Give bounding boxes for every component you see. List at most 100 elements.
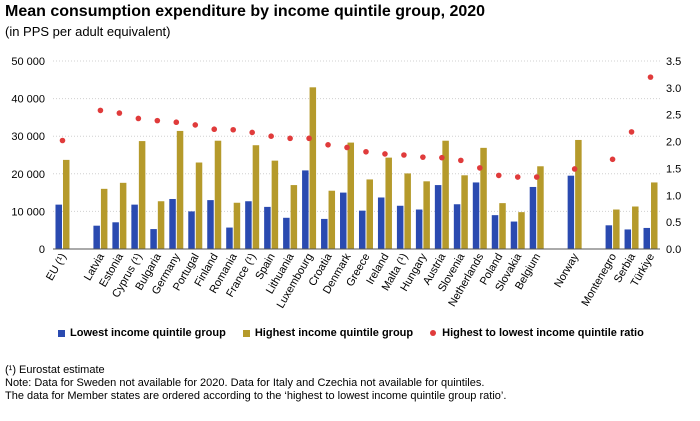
y-right-tick-label: 0.0 (666, 244, 681, 256)
ratio-dot (135, 115, 142, 122)
bar-low (245, 201, 252, 249)
bar-low (529, 186, 537, 249)
ratio-dot (97, 107, 104, 114)
chart-area: 0 10 000 20 000 30 000 40 000 50 000 0.0 0.5 1.… (11, 56, 681, 310)
bar-high (461, 175, 468, 249)
y-left-tick-label: 30 000 (11, 131, 45, 143)
legend-label-high: Highest income quintile group (254, 327, 414, 339)
bar-high (575, 139, 582, 249)
bar-high (176, 130, 184, 249)
bar-high (138, 141, 146, 249)
y-right-tick-label: 0.5 (666, 217, 681, 229)
y-axis-left: 0 10 000 20 000 30 000 40 000 50 000 (11, 56, 45, 256)
ratio-dot (344, 144, 350, 151)
bar-low (472, 182, 480, 249)
bar-high (632, 206, 639, 249)
y-left-tick-label: 50 000 (11, 56, 45, 68)
bar-high (366, 179, 373, 249)
x-tick-label: EU (¹) (44, 252, 69, 283)
bar-low (491, 215, 499, 249)
bar-high (537, 166, 544, 249)
bar-low (131, 204, 138, 249)
y-right-tick-label: 3.0 (666, 83, 681, 95)
bar-low (93, 225, 100, 249)
bar-low (510, 221, 518, 249)
y-left-tick-label: 40 000 (11, 94, 45, 106)
y-right-tick-label: 1.5 (666, 163, 681, 175)
legend: Lowest income quintile group Highest inc… (58, 327, 661, 339)
bar-low (302, 170, 309, 249)
y-axis-right: 0.0 0.5 1.0 1.5 2.0 2.5 3.0 3.5 (666, 56, 681, 256)
bar-low (340, 192, 347, 249)
bar-low (188, 211, 195, 249)
ratio-dot (609, 156, 616, 163)
legend-item-low: Lowest income quintile group (58, 327, 226, 339)
bar-high (423, 181, 430, 249)
ratio-dot (211, 126, 218, 133)
ratio-dot (401, 152, 407, 158)
bar-low (226, 227, 233, 249)
legend-swatch-low (58, 329, 65, 337)
bar-low (55, 204, 62, 249)
bar-low (567, 175, 575, 249)
bar-high (119, 182, 127, 249)
bar-low (150, 229, 157, 249)
ratio-dot (192, 122, 199, 128)
bar-high (233, 202, 241, 249)
bar-high (347, 142, 355, 249)
ratio-dot (571, 166, 578, 172)
bar-low (415, 209, 423, 249)
bar-low (321, 218, 328, 249)
ratio-dot (495, 172, 502, 179)
y-left-tick-label: 10 000 (11, 206, 45, 218)
bar-high (328, 190, 336, 249)
bar-low (643, 227, 651, 249)
legend-label-low: Lowest income quintile group (70, 327, 226, 339)
ratio-dot (628, 129, 635, 135)
x-tick-label: Norway (552, 251, 581, 290)
bar-low (358, 210, 366, 249)
bar-high (385, 157, 392, 249)
legend-swatch-high (242, 329, 250, 337)
bar-high (499, 203, 506, 249)
y-left-tick-label: 20 000 (11, 169, 45, 181)
bar-high (651, 182, 658, 249)
bar-low (377, 197, 385, 249)
ratio-dot (325, 141, 331, 148)
bar-high (271, 160, 279, 249)
ratio-dot (439, 154, 445, 161)
chart-subtitle: (in PPS per adult equivalent) (5, 24, 171, 39)
bar-low (264, 206, 271, 249)
ratio-dot (173, 119, 180, 126)
ratio-dots (59, 74, 654, 180)
y-right-tick-label: 2.5 (666, 110, 681, 122)
ratio-dot (476, 165, 483, 171)
bar-high (214, 140, 222, 249)
ratio-dot (116, 110, 123, 116)
ratio-dot (458, 157, 464, 164)
bar-low (112, 222, 119, 249)
bar-high (62, 159, 70, 249)
y-right-tick-label: 3.5 (666, 56, 681, 68)
ratio-dot (154, 117, 161, 124)
ratio-dot (420, 154, 426, 160)
ratio-dot (268, 133, 274, 139)
ratio-dot (382, 151, 388, 157)
bar-low (169, 198, 176, 249)
bar-low (396, 205, 404, 249)
y-left-tick-label: 0 (39, 244, 45, 256)
bar-low (434, 185, 442, 249)
bar-low (624, 229, 632, 249)
bar-low (605, 225, 613, 249)
legend-item-high: Highest income quintile group (242, 327, 414, 339)
ratio-dot (647, 74, 654, 80)
bar-high (195, 162, 203, 249)
chart-title: Mean consumption expenditure by income q… (5, 3, 486, 20)
bar-high (404, 173, 411, 249)
gridlines (53, 60, 660, 212)
ratio-dot (287, 135, 293, 142)
ratio-dot (363, 148, 369, 155)
bar-high (309, 87, 317, 249)
notes: (¹) Eurostat estimate Note: Data for Swe… (5, 364, 506, 403)
ratio-dot (249, 129, 255, 136)
